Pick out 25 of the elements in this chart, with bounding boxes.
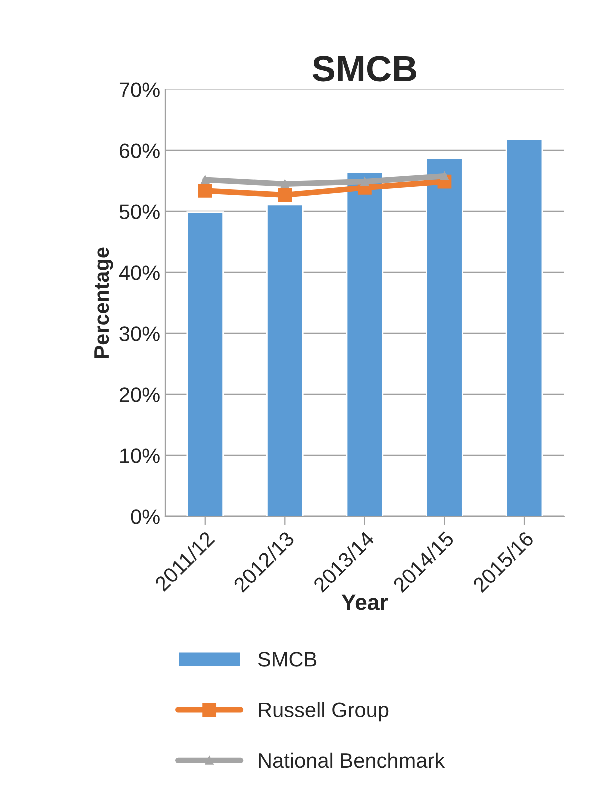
y-tick-label: 20% bbox=[120, 388, 160, 402]
y-tick-label: 40% bbox=[119, 266, 160, 280]
point bbox=[280, 180, 290, 188]
x-axis-title: Year bbox=[342, 594, 388, 610]
bar bbox=[426, 158, 464, 517]
y-tick-label: 0% bbox=[131, 510, 160, 524]
point bbox=[360, 178, 370, 186]
y-tick-label: 10% bbox=[120, 448, 160, 464]
bar bbox=[346, 172, 384, 517]
bar bbox=[186, 212, 224, 517]
y-tick-label: 70% bbox=[120, 82, 160, 98]
legend-label: National Benchmark bbox=[259, 752, 446, 768]
point bbox=[198, 184, 212, 198]
point bbox=[278, 188, 292, 202]
legend-label: SMCB bbox=[258, 652, 317, 667]
point bbox=[440, 172, 449, 180]
point bbox=[201, 176, 210, 184]
y-tick-label: 30% bbox=[120, 326, 160, 342]
bar bbox=[266, 204, 304, 517]
y-tick-label: 50% bbox=[120, 204, 160, 220]
chart-title: SMCB bbox=[312, 56, 416, 82]
y-tick-label: 60% bbox=[120, 144, 160, 158]
y-axis-title: Percentage bbox=[94, 248, 114, 358]
legend-label: Russell Group bbox=[259, 702, 389, 722]
bar bbox=[506, 139, 544, 517]
